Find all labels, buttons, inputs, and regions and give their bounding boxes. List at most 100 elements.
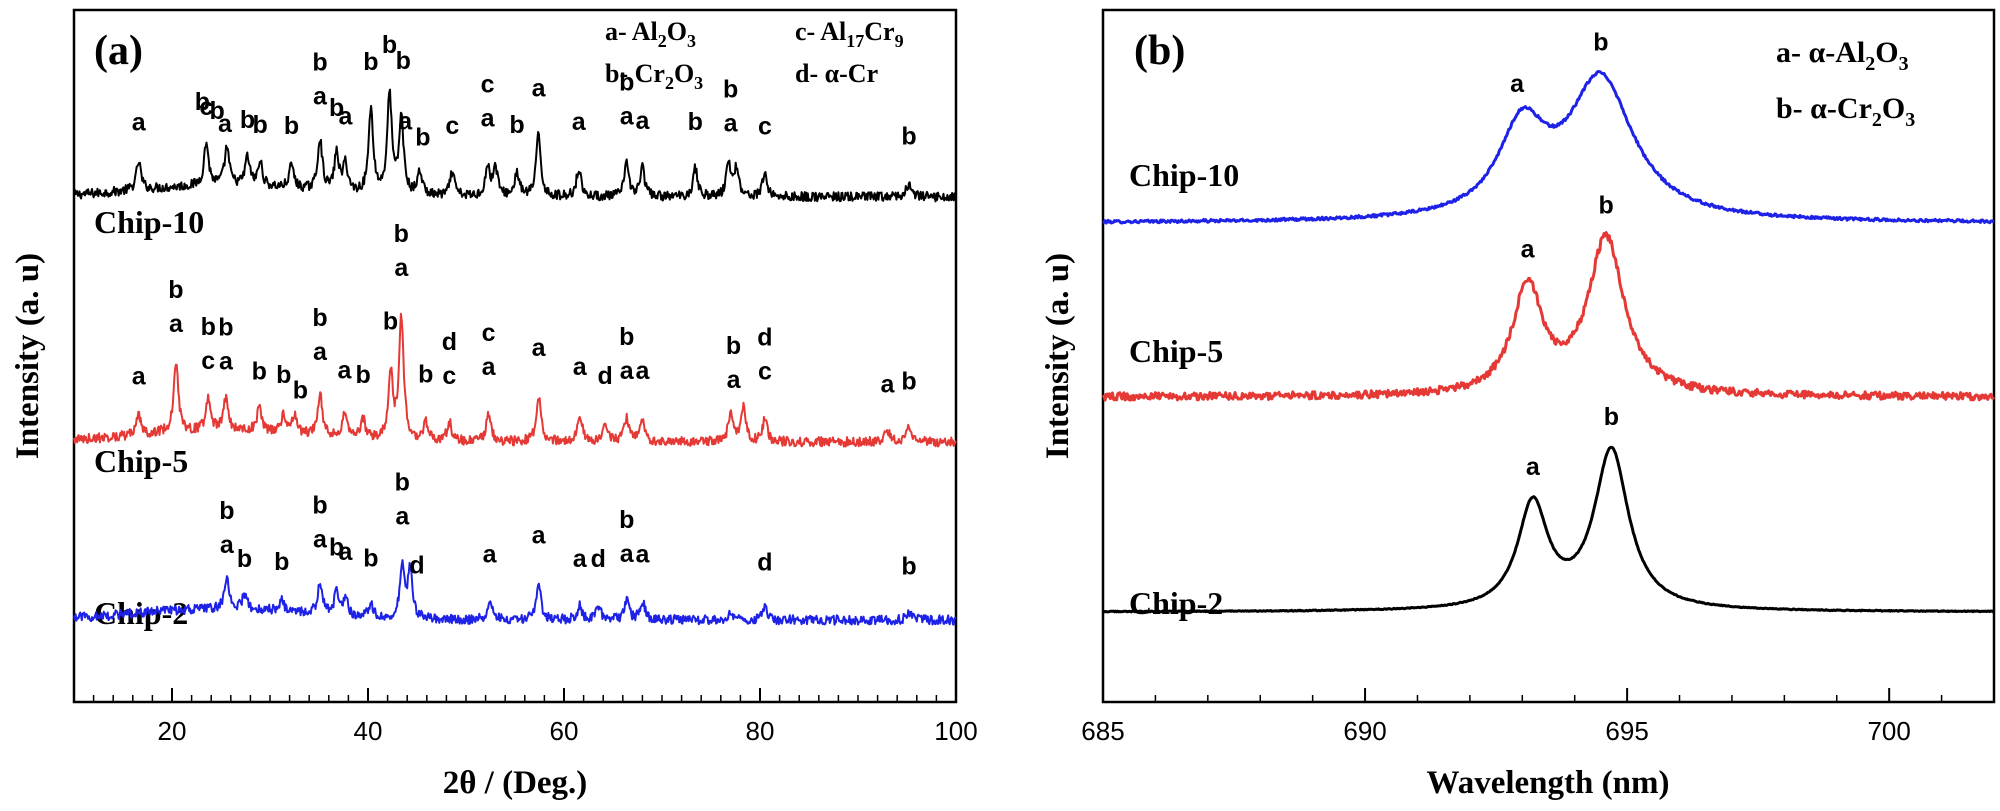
peak-label: d [757,323,772,351]
peak-label: b [276,361,291,389]
panel-a-x-label: 2θ / (Deg.) [443,765,588,801]
peak-label: a [1526,453,1541,481]
panel-b-x-label: Wavelength (nm) [1427,765,1670,801]
peak-label: a [313,526,328,554]
series-name-chip-5: Chip-5 [1129,333,1223,369]
peak-label: b [901,552,916,580]
peak-label: a [218,110,233,138]
peak-label: b [415,123,430,151]
peak-label: a [132,362,147,390]
panel-b-legend: a- α-Al2O3 b- α-Cr2O3 [1776,36,1915,131]
peak-label: a [395,502,410,530]
peak-label: b [509,111,524,139]
peak-label: d [442,328,457,356]
peak-label: a [481,104,496,132]
panel-a-legend: a- Al2O3 c- Al17Cr9 b- Cr2O3 d- α-Cr [605,17,904,93]
peak-label: a [572,108,587,136]
peak-label: b [329,533,344,561]
peak-label: b [240,106,255,134]
peak-label: b [201,313,216,341]
peak-label: a [220,531,235,559]
peak-label: c [199,93,213,121]
peak-label: b [688,108,703,136]
x-tick-label: 60 [550,716,579,746]
peak-label: b [619,323,634,351]
peak-label: b [218,313,233,341]
legend-b-alpha-cr2o3: b- α-Cr2O3 [1776,92,1915,131]
peak-label: b [382,31,397,59]
peak-label: a [483,541,498,569]
peak-label: a [313,82,328,110]
peak-label: c [758,357,772,385]
peak-label: a [620,540,635,568]
series-name-chip-10: Chip-10 [1129,157,1239,193]
peak-label: b [293,377,308,405]
series-line-chip-10 [73,559,957,626]
x-tick-label: 695 [1605,716,1648,746]
peak-label: a [339,103,354,131]
peak-label: a [339,538,354,566]
peak-label: b [274,548,289,576]
panel-a-chart: (a) a- Al2O3 c- Al17Cr9 b- Cr2O3 d- α-Cr… [10,8,978,801]
x-tick-label: 100 [934,716,977,746]
peak-label: a [1510,70,1525,98]
peak-label: b [237,545,252,573]
peak-label: b [312,492,327,520]
peak-label: b [619,69,634,97]
peak-label: d [591,545,606,573]
peak-label: b [355,361,370,389]
peak-label: a [635,540,650,568]
panel-a-y-label: Intensity (a. u) [10,253,46,459]
peak-label: a [398,107,413,135]
x-tick-label: 20 [158,716,187,746]
x-tick-label: 40 [354,716,383,746]
peak-label: b [168,276,183,304]
peak-label: a [1521,235,1536,263]
peak-label: a [532,522,547,550]
peak-label: b [726,332,741,360]
peak-label: b [252,357,267,385]
peak-label: c [442,362,456,390]
panel-a-frame [72,8,958,704]
peak-label: b [363,545,378,573]
peak-label: a [338,357,353,385]
peak-label: a [132,108,147,136]
peak-label: b [195,88,210,116]
peak-label: a [880,370,895,398]
peak-label: b [723,75,738,103]
peak-label: a [727,366,742,394]
peak-label: a [724,109,739,137]
peak-label: d [409,551,424,579]
panel-a-label: (a) [94,28,143,74]
panel-b-frame [1101,8,1996,704]
peak-label: b [209,97,224,125]
legend-d-alpha-cr: d- α-Cr [795,59,878,88]
series-line-chip-10 [1102,445,1995,614]
peak-label: b [1593,29,1608,57]
peak-label: c [758,113,772,141]
x-tick-label: 700 [1867,716,1910,746]
peak-label: a [219,347,234,375]
panel-b-series: Chip-2 a b Chip-5 a b Chip-10 a b [1101,29,1996,621]
panel-a-x-axis: 20 40 60 80 100 [73,688,978,746]
peak-label: a [620,357,635,385]
peak-label: b [1604,403,1619,431]
x-tick-label: 690 [1343,716,1386,746]
x-tick-label: 80 [746,716,775,746]
peak-label: b [619,506,634,534]
peak-label: a [532,334,547,362]
peak-label: b [418,361,433,389]
peak-label: c [481,70,495,98]
peak-label: b [363,48,378,76]
peak-label: a [394,254,409,282]
peak-label: a [532,74,547,102]
peak-label: b [284,112,299,140]
x-tick-label: 685 [1081,716,1124,746]
legend-a-al2o3: a- Al2O3 [605,17,696,51]
peak-label: b [1599,191,1614,219]
series-name-chip-2: Chip-2 [1129,585,1223,621]
legend-c-al17cr9: c- Al17Cr9 [795,17,904,51]
peak-label: a [169,310,184,338]
peak-label: c [445,112,459,140]
